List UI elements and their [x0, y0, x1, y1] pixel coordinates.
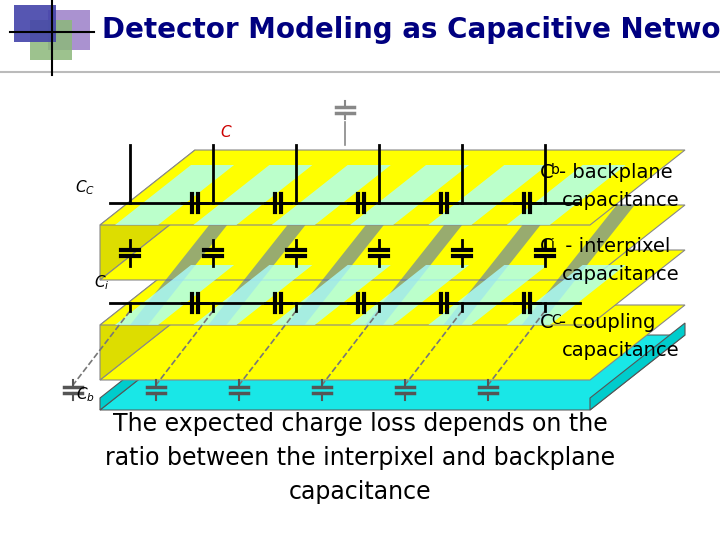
Polygon shape [208, 205, 321, 325]
Text: The expected charge loss depends on the
ratio between the interpixel and backpla: The expected charge loss depends on the … [105, 413, 615, 503]
Polygon shape [590, 323, 685, 410]
Polygon shape [194, 165, 312, 225]
Polygon shape [30, 20, 72, 60]
Polygon shape [100, 250, 195, 380]
Polygon shape [14, 5, 56, 42]
Polygon shape [507, 265, 626, 325]
Text: - interpixel: - interpixel [559, 238, 670, 256]
Polygon shape [350, 265, 469, 325]
Text: C: C [540, 313, 554, 332]
Text: capacitance: capacitance [562, 266, 680, 285]
Polygon shape [365, 205, 478, 325]
Text: $C$: $C$ [220, 124, 233, 140]
Polygon shape [287, 205, 400, 325]
Text: capacitance: capacitance [562, 341, 680, 360]
Text: Detector Modeling as Capacitive Network: Detector Modeling as Capacitive Network [102, 16, 720, 44]
Polygon shape [428, 265, 547, 325]
Text: - coupling: - coupling [559, 313, 655, 332]
Polygon shape [350, 165, 469, 225]
Polygon shape [100, 150, 685, 225]
Polygon shape [100, 323, 195, 410]
Polygon shape [194, 265, 312, 325]
Polygon shape [522, 205, 634, 325]
Polygon shape [48, 10, 90, 50]
Polygon shape [100, 250, 685, 325]
Text: $C_C$: $C_C$ [75, 178, 95, 197]
Text: i: i [551, 238, 555, 252]
Polygon shape [115, 165, 234, 225]
Polygon shape [428, 165, 547, 225]
Polygon shape [271, 265, 391, 325]
Text: b: b [551, 163, 560, 177]
Polygon shape [130, 205, 243, 325]
Text: C: C [540, 163, 554, 181]
Polygon shape [100, 205, 685, 280]
Polygon shape [444, 205, 557, 325]
Polygon shape [100, 335, 685, 410]
Polygon shape [115, 265, 234, 325]
Text: C: C [540, 238, 554, 256]
Text: C: C [551, 313, 561, 327]
Text: $C_i$: $C_i$ [94, 273, 110, 292]
Polygon shape [271, 165, 391, 225]
Polygon shape [507, 165, 626, 225]
Text: - backplane: - backplane [559, 163, 672, 181]
Text: capacitance: capacitance [562, 191, 680, 210]
Text: $C_b$: $C_b$ [76, 386, 95, 404]
Polygon shape [100, 305, 685, 380]
Polygon shape [100, 150, 195, 280]
